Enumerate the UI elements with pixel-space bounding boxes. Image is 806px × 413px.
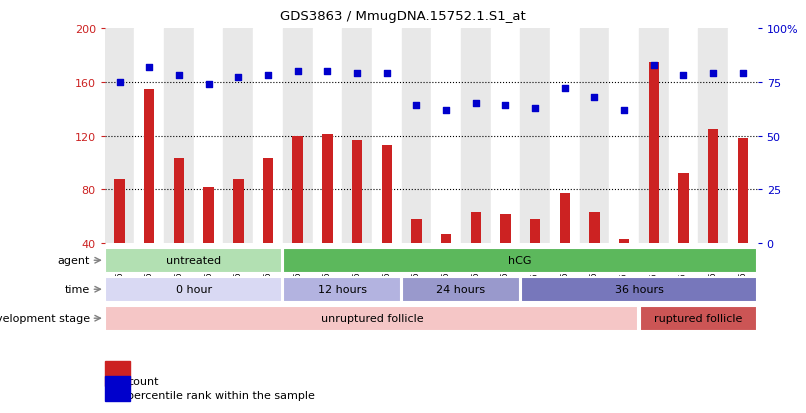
Bar bbox=[431, 29, 461, 244]
Bar bbox=[352, 140, 362, 244]
Point bbox=[617, 107, 630, 114]
Bar bbox=[144, 89, 155, 244]
Point bbox=[291, 69, 304, 75]
Text: time: time bbox=[64, 285, 90, 294]
Text: 24 hours: 24 hours bbox=[436, 285, 485, 294]
Text: 12 hours: 12 hours bbox=[318, 285, 367, 294]
Bar bbox=[343, 29, 372, 244]
Bar bbox=[461, 29, 491, 244]
Bar bbox=[313, 29, 343, 244]
Text: agent: agent bbox=[57, 256, 90, 266]
Point bbox=[143, 64, 156, 71]
Bar bbox=[639, 29, 669, 244]
Bar bbox=[174, 159, 184, 244]
Bar bbox=[135, 29, 164, 244]
Point bbox=[439, 107, 452, 114]
Text: hCG: hCG bbox=[509, 256, 532, 266]
Bar bbox=[105, 29, 135, 244]
Text: GDS3863 / MmugDNA.15752.1.S1_at: GDS3863 / MmugDNA.15752.1.S1_at bbox=[280, 10, 526, 23]
Bar bbox=[530, 220, 540, 244]
Bar bbox=[737, 139, 748, 244]
Bar bbox=[372, 29, 401, 244]
Point bbox=[172, 73, 185, 79]
Text: percentile rank within the sample: percentile rank within the sample bbox=[127, 390, 315, 400]
Bar bbox=[263, 159, 273, 244]
Bar bbox=[293, 136, 303, 244]
FancyBboxPatch shape bbox=[402, 277, 520, 302]
Bar bbox=[501, 214, 510, 244]
Bar bbox=[114, 179, 125, 244]
Bar bbox=[619, 240, 629, 244]
Bar bbox=[193, 29, 223, 244]
Bar bbox=[322, 135, 333, 244]
Text: unruptured follicle: unruptured follicle bbox=[321, 313, 423, 323]
FancyBboxPatch shape bbox=[106, 277, 282, 302]
Point bbox=[529, 105, 542, 112]
Bar bbox=[559, 194, 570, 244]
Bar bbox=[609, 29, 639, 244]
Point bbox=[410, 103, 423, 109]
Point bbox=[677, 73, 690, 79]
Point bbox=[588, 94, 601, 101]
Point bbox=[351, 71, 364, 77]
Text: count: count bbox=[127, 376, 159, 386]
Bar bbox=[589, 213, 600, 244]
Bar bbox=[728, 29, 758, 244]
Point bbox=[321, 69, 334, 75]
Bar bbox=[580, 29, 609, 244]
Point bbox=[707, 71, 720, 77]
Point bbox=[380, 71, 393, 77]
Point bbox=[469, 101, 482, 107]
Point bbox=[113, 79, 126, 86]
Text: ruptured follicle: ruptured follicle bbox=[654, 313, 742, 323]
Bar bbox=[203, 188, 214, 244]
Point bbox=[499, 103, 512, 109]
Text: development stage: development stage bbox=[0, 313, 90, 323]
Bar bbox=[381, 146, 392, 244]
FancyBboxPatch shape bbox=[284, 277, 401, 302]
Bar bbox=[708, 130, 718, 244]
Bar bbox=[698, 29, 728, 244]
Text: 36 hours: 36 hours bbox=[614, 285, 663, 294]
Bar bbox=[283, 29, 313, 244]
FancyBboxPatch shape bbox=[106, 248, 282, 273]
Text: 0 hour: 0 hour bbox=[176, 285, 212, 294]
FancyBboxPatch shape bbox=[106, 306, 638, 331]
Bar bbox=[411, 220, 422, 244]
Bar bbox=[550, 29, 580, 244]
Point bbox=[737, 71, 750, 77]
Bar bbox=[441, 234, 451, 244]
Point bbox=[232, 75, 245, 82]
Bar bbox=[233, 179, 243, 244]
Bar bbox=[253, 29, 283, 244]
Bar bbox=[520, 29, 550, 244]
Bar bbox=[164, 29, 193, 244]
Bar bbox=[669, 29, 698, 244]
FancyBboxPatch shape bbox=[639, 306, 757, 331]
Point bbox=[261, 73, 274, 79]
Bar bbox=[401, 29, 431, 244]
Point bbox=[647, 62, 660, 69]
Point bbox=[559, 86, 571, 93]
Point bbox=[202, 81, 215, 88]
Bar bbox=[491, 29, 520, 244]
Bar bbox=[679, 174, 688, 244]
Bar bbox=[223, 29, 253, 244]
Text: untreated: untreated bbox=[166, 256, 222, 266]
Bar bbox=[471, 213, 481, 244]
FancyBboxPatch shape bbox=[521, 277, 757, 302]
FancyBboxPatch shape bbox=[284, 248, 757, 273]
Bar bbox=[649, 62, 659, 244]
